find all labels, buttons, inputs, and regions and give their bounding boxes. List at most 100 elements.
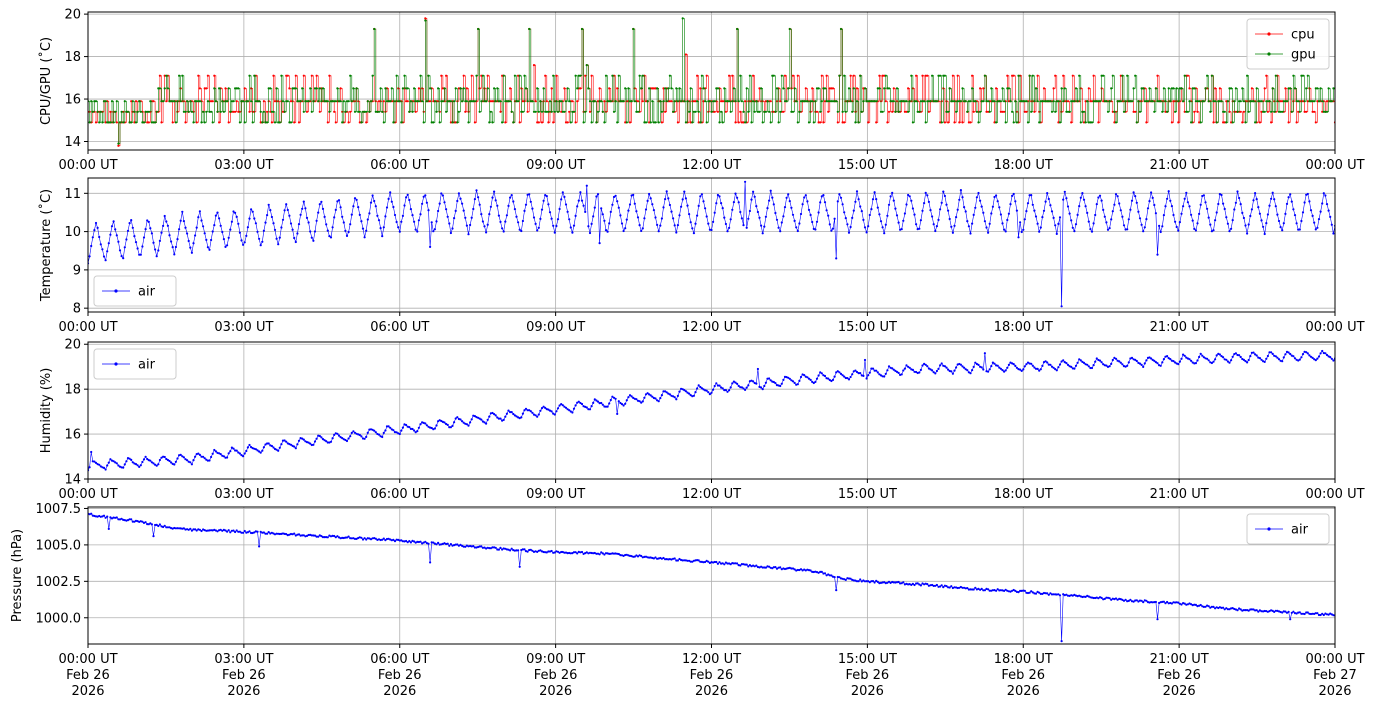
data-point xyxy=(1162,358,1165,361)
y-tick-label: 1007.5 xyxy=(36,502,82,517)
data-point xyxy=(456,199,459,203)
data-point xyxy=(734,381,737,384)
data-point xyxy=(670,87,673,90)
data-point xyxy=(176,238,179,241)
data-point xyxy=(576,205,579,208)
data-point xyxy=(141,121,144,124)
data-point xyxy=(544,110,547,113)
data-point xyxy=(603,405,606,408)
data-point xyxy=(632,193,635,196)
data-point xyxy=(932,584,935,588)
data-point xyxy=(838,193,841,196)
data-point xyxy=(1170,205,1173,208)
data-point xyxy=(144,521,147,524)
data-point xyxy=(499,220,502,223)
data-point xyxy=(1102,208,1105,211)
data-point xyxy=(847,231,851,234)
data-point xyxy=(1242,609,1245,612)
data-point xyxy=(568,110,571,113)
data-point xyxy=(1198,100,1201,103)
data-point xyxy=(1026,361,1030,364)
data-point xyxy=(696,387,699,390)
data-point xyxy=(974,100,977,103)
legend-label: gpu xyxy=(1291,48,1316,63)
data-point xyxy=(1325,203,1329,206)
data-point xyxy=(1100,74,1103,77)
data-point xyxy=(179,100,182,103)
data-point xyxy=(1260,219,1263,222)
data-point xyxy=(165,100,168,103)
data-point xyxy=(299,213,302,216)
data-point xyxy=(1049,592,1052,595)
data-point xyxy=(857,580,860,583)
data-point xyxy=(576,401,579,404)
data-point xyxy=(1026,121,1030,124)
data-point xyxy=(1298,358,1301,361)
data-point xyxy=(951,100,955,103)
data-point xyxy=(1036,222,1039,225)
data-point xyxy=(446,100,449,103)
data-point xyxy=(945,366,948,369)
data-point xyxy=(1162,214,1165,217)
data-point xyxy=(878,213,881,216)
data-point xyxy=(1167,357,1170,360)
data-point xyxy=(186,459,189,462)
data-point xyxy=(566,121,569,124)
data-point xyxy=(1182,205,1185,208)
data-point xyxy=(1284,212,1287,215)
data-point xyxy=(1060,360,1063,363)
data-point xyxy=(1223,207,1226,211)
data-point xyxy=(736,382,739,385)
data-point xyxy=(1262,110,1265,113)
data-point xyxy=(560,550,563,554)
data-point xyxy=(539,409,542,412)
data-point xyxy=(664,390,667,393)
data-point xyxy=(341,215,344,218)
data-point xyxy=(879,110,883,113)
data-point xyxy=(112,121,115,124)
data-point xyxy=(839,196,843,199)
data-point xyxy=(197,100,200,103)
data-point xyxy=(1301,612,1305,615)
data-point xyxy=(1156,618,1159,621)
data-point xyxy=(368,212,371,215)
data-point xyxy=(1098,194,1102,197)
data-point xyxy=(595,121,598,124)
data-point xyxy=(342,100,345,103)
y-axis-label: Pressure (hPa) xyxy=(10,529,25,622)
data-point xyxy=(313,440,317,443)
data-point xyxy=(1231,121,1234,124)
data-point xyxy=(377,110,381,113)
data-point xyxy=(782,110,785,113)
data-point xyxy=(726,100,729,103)
legend-label: air xyxy=(1291,523,1309,538)
data-point xyxy=(1258,100,1261,103)
data-point xyxy=(596,110,600,113)
data-point xyxy=(983,589,987,592)
data-point xyxy=(363,110,366,113)
data-point xyxy=(967,371,971,374)
data-point xyxy=(315,535,318,538)
data-point xyxy=(692,110,696,113)
data-point xyxy=(1132,600,1135,603)
data-point xyxy=(115,516,118,519)
data-point xyxy=(232,100,235,103)
data-point xyxy=(809,378,812,381)
data-point xyxy=(272,74,275,77)
data-point xyxy=(227,452,230,455)
data-point xyxy=(604,229,608,232)
data-point xyxy=(964,100,967,103)
data-point xyxy=(980,587,983,591)
data-point xyxy=(379,227,382,230)
data-point xyxy=(251,210,254,213)
data-point xyxy=(689,394,692,397)
data-point xyxy=(1167,87,1170,90)
data-point xyxy=(641,74,644,77)
data-point xyxy=(486,74,489,77)
data-point xyxy=(504,121,507,124)
data-point xyxy=(258,100,261,103)
data-point xyxy=(760,224,763,227)
data-point xyxy=(126,110,130,113)
data-point xyxy=(806,100,809,103)
data-point xyxy=(947,209,950,212)
